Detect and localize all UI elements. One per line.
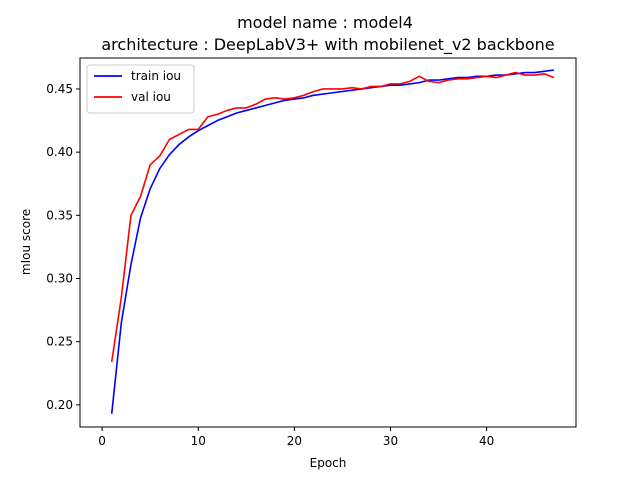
axes-frame bbox=[79, 57, 577, 428]
y-tick-label: 0.20 bbox=[46, 398, 73, 412]
y-axis: 0.20 0.25 0.30 0.35 0.40 0.45 bbox=[46, 82, 80, 412]
y-tick-label: 0.45 bbox=[46, 82, 73, 96]
legend: train iou val iou bbox=[86, 64, 195, 114]
x-tick-label: 40 bbox=[479, 434, 494, 448]
legend-label-train-iou: train iou bbox=[131, 69, 181, 83]
y-tick-label: 0.30 bbox=[46, 272, 73, 286]
y-tick-label: 0.35 bbox=[46, 208, 73, 222]
y-tick-label: 0.25 bbox=[46, 335, 73, 349]
x-tick-label: 30 bbox=[383, 434, 398, 448]
y-tick-label: 0.40 bbox=[46, 145, 73, 159]
x-tick-label: 20 bbox=[287, 434, 302, 448]
y-axis-label: mIou score bbox=[19, 209, 33, 275]
series-line-train-iou bbox=[110, 69, 554, 414]
x-axis-label: Epoch bbox=[310, 456, 347, 470]
x-tick-label: 0 bbox=[98, 434, 106, 448]
x-axis: 0 10 20 30 40 bbox=[98, 427, 494, 448]
legend-box bbox=[86, 64, 195, 114]
chart-title: model name : model4 bbox=[237, 13, 413, 32]
plot-area bbox=[110, 69, 555, 414]
legend-label-val-iou: val iou bbox=[131, 90, 171, 104]
chart-subtitle: architecture : DeepLabV3+ with mobilenet… bbox=[101, 35, 554, 55]
series-line-val-iou bbox=[110, 71, 555, 363]
x-tick-label: 10 bbox=[191, 434, 206, 448]
